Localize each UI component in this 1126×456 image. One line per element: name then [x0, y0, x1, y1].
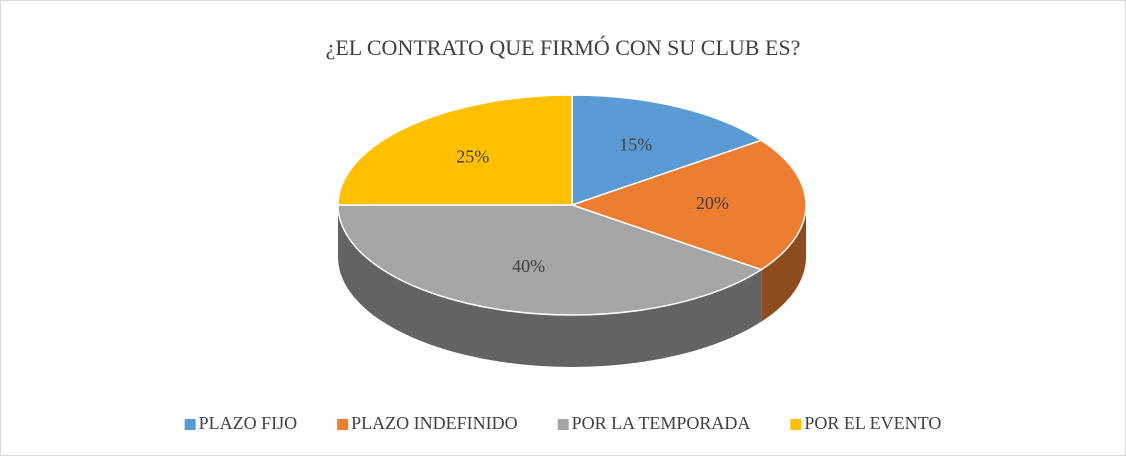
slice [337, 94, 573, 206]
legend-label: POR LA TEMPORADA [572, 413, 751, 433]
slice [337, 204, 764, 316]
legend-swatch [184, 419, 196, 430]
chart-title: ¿EL CONTRATO QUE FIRMÓ CON SU CLUB ES? [326, 35, 801, 60]
slice-side [761, 205, 806, 322]
data-label: 40% [512, 256, 545, 276]
legend-swatch [790, 419, 802, 430]
data-label: 20% [696, 193, 729, 213]
data-label: 25% [456, 146, 489, 166]
slice [571, 94, 764, 207]
legend-label: PLAZO INDEFINIDO [351, 413, 517, 433]
legend-label: POR EL EVENTO [804, 413, 941, 433]
data-label: 15% [619, 134, 652, 154]
legend-swatch [337, 419, 349, 430]
slice-side [338, 205, 762, 367]
legend-label: PLAZO FIJO [199, 413, 298, 433]
legend-swatch [557, 419, 569, 430]
slice [569, 139, 807, 271]
